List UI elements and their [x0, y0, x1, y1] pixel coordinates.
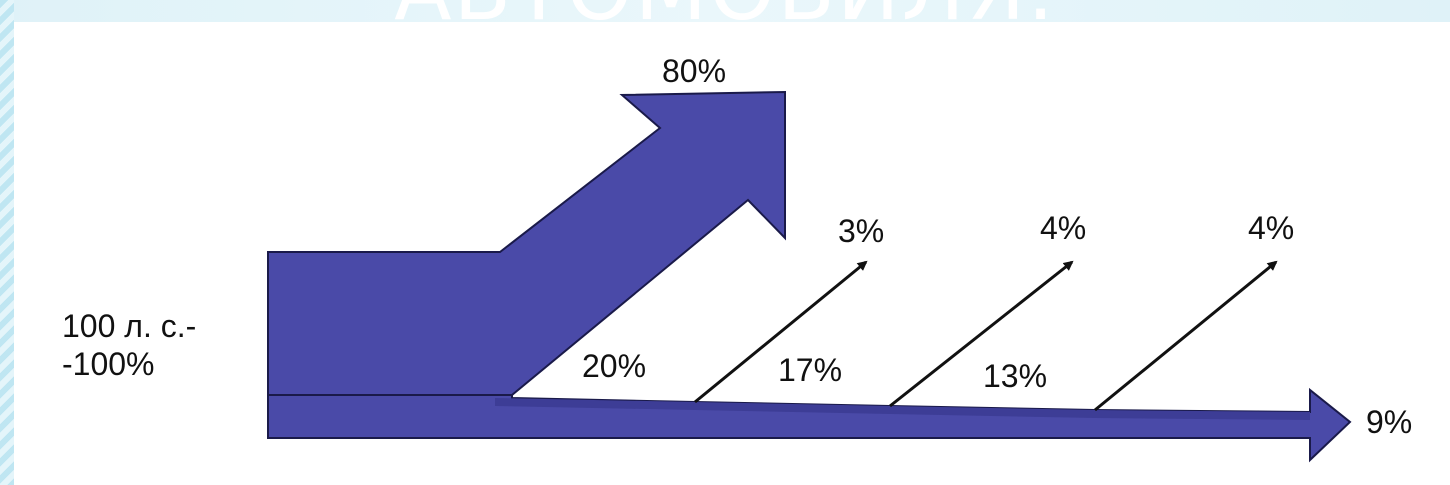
branch-label-1: 3%: [838, 213, 885, 249]
loss-branch-arrow-2: [889, 260, 1074, 408]
stage-label-2: 17%: [778, 352, 843, 388]
main-flow-arrow: [267, 90, 786, 396]
branch-label-3: 4%: [1248, 210, 1295, 246]
input-label-line2: -100%: [62, 346, 155, 382]
branch-label-2: 4%: [1040, 210, 1087, 246]
loss-branch-arrow-3: [1094, 260, 1278, 412]
lower-flow-body: [267, 387, 1352, 463]
stage-label-3: 13%: [983, 358, 1048, 394]
loss-branch-arrow-1: [694, 260, 868, 404]
thin-flow-band: [495, 398, 1310, 420]
decorative-stripe: [0, 0, 14, 485]
header-band: [0, 0, 1450, 22]
stage-label-1: 20%: [582, 348, 647, 384]
final-output-label: 9%: [1366, 404, 1413, 440]
slide-title: АВТОМОБИЛЯ.: [0, 0, 1450, 32]
useful-output-label: 80%: [662, 53, 727, 89]
input-label-line1: 100 л. с.-: [62, 308, 197, 344]
